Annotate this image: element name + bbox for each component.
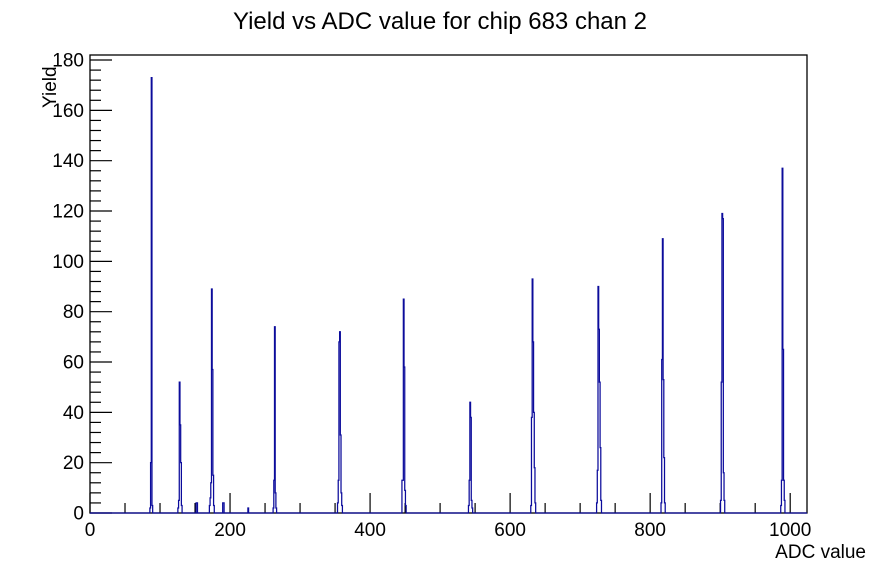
y-tick-label: 0	[73, 504, 84, 525]
chart-title: Yield vs ADC value for chip 683 chan 2	[233, 8, 647, 35]
y-tick-label: 80	[63, 302, 84, 323]
y-tick-label: 120	[52, 202, 84, 223]
x-tick-label: 0	[85, 520, 96, 541]
x-tick-label: 400	[354, 520, 386, 541]
y-tick-label: 180	[52, 51, 84, 72]
y-tick-label: 100	[52, 252, 84, 273]
x-tick-label: 600	[494, 520, 526, 541]
frame-border	[89, 54, 808, 514]
plot-frame	[89, 54, 808, 514]
y-tick-label: 60	[63, 353, 84, 374]
histogram-series	[90, 77, 807, 514]
y-tick-label: 160	[52, 101, 84, 122]
y-axis-title: Yield	[40, 66, 61, 108]
x-tick-label: 1000	[769, 520, 811, 541]
y-tick-label: 20	[63, 453, 84, 474]
axis-ticks	[89, 59, 791, 514]
y-tick-label: 40	[63, 403, 84, 424]
x-tick-label: 800	[634, 520, 666, 541]
x-axis-title: ADC value	[775, 542, 866, 563]
axis-tick-labels: 0 20 40 60 80 100 120 140 160 180 0 200 400 600 800 100…	[52, 51, 811, 541]
y-tick-label: 140	[52, 151, 84, 172]
x-tick-label: 200	[214, 520, 246, 541]
yield-histogram-line	[90, 77, 807, 514]
